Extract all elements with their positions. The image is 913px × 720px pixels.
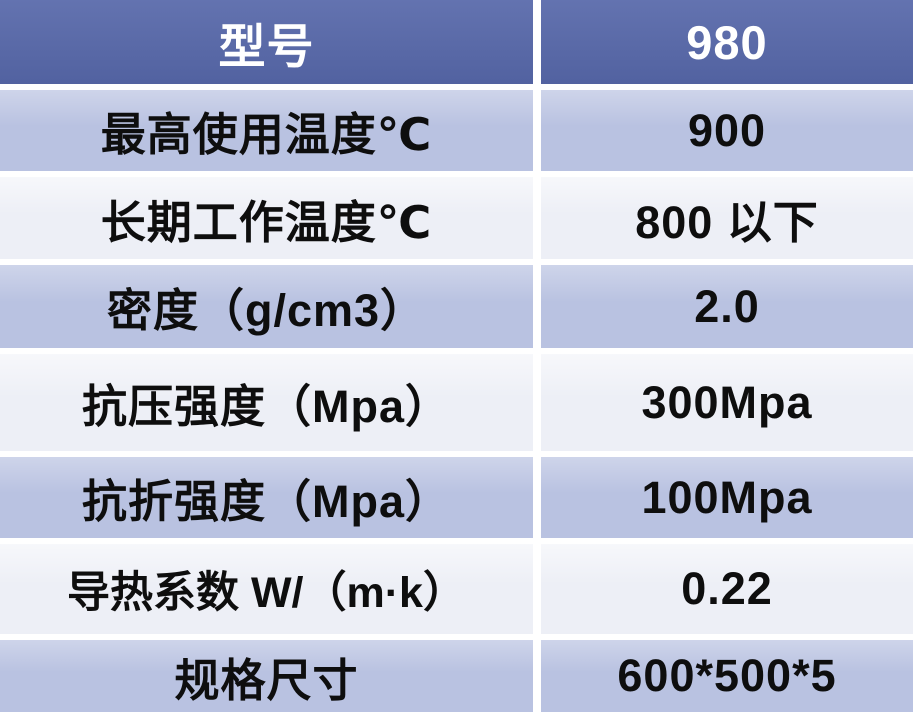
spec-label-thermal-conductivity: 导热系数 W/（m·k） bbox=[0, 544, 533, 634]
spec-value-dimensions: 600*500*5 bbox=[541, 640, 913, 712]
spec-label-flexural-strength: 抗折强度（Mpa） bbox=[0, 457, 533, 538]
header-model-label-cell: 型号 bbox=[0, 0, 533, 84]
spec-label-density: 密度（g/cm3） bbox=[0, 265, 533, 348]
spec-label-max-temp: 最高使用温度℃ bbox=[0, 90, 533, 171]
spec-value-working-temp: 800 以下 bbox=[541, 177, 913, 259]
spec-value-max-temp: 900 bbox=[541, 90, 913, 171]
spec-value-compressive-strength: 300Mpa bbox=[541, 354, 913, 451]
spec-label-dimensions: 规格尺寸 bbox=[0, 640, 533, 712]
header-model-value-cell: 980 bbox=[541, 0, 913, 84]
spec-value-flexural-strength: 100Mpa bbox=[541, 457, 913, 538]
spec-value-thermal-conductivity: 0.22 bbox=[541, 544, 913, 634]
spec-label-working-temp: 长期工作温度℃ bbox=[0, 177, 533, 259]
spec-value-density: 2.0 bbox=[541, 265, 913, 348]
spec-label-compressive-strength: 抗压强度（Mpa） bbox=[0, 354, 533, 451]
